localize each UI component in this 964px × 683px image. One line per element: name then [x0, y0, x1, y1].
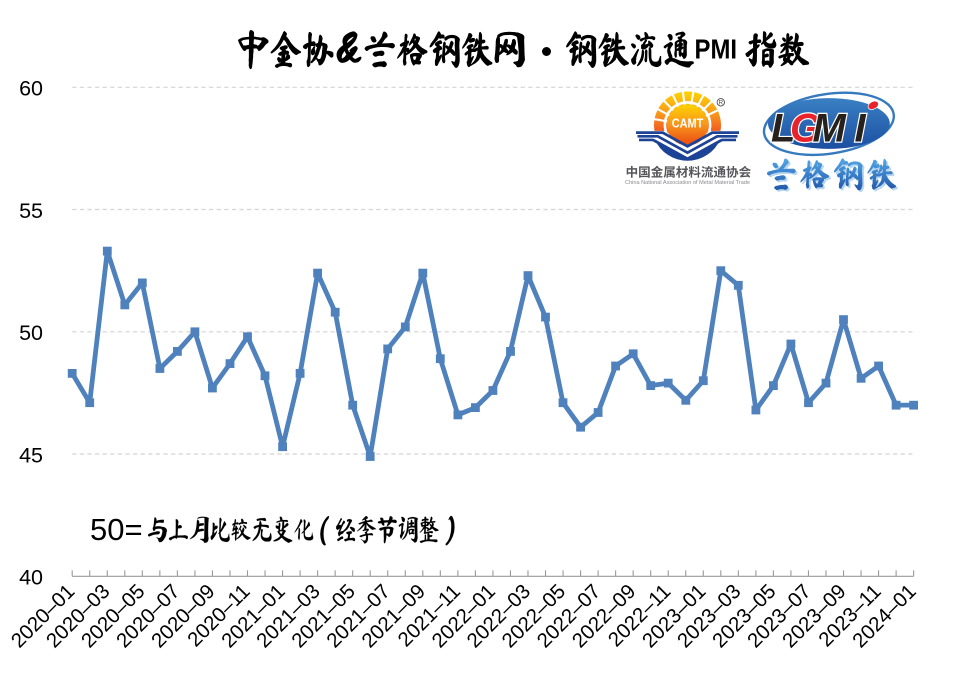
svg-text:M: M [813, 107, 848, 151]
svg-text:45: 45 [19, 443, 43, 467]
svg-text:PMI: PMI [695, 34, 738, 65]
svg-text:G: G [790, 107, 821, 151]
svg-text:50: 50 [19, 321, 43, 345]
svg-text:CAMT: CAMT [672, 116, 704, 131]
svg-text:40: 40 [19, 566, 43, 590]
svg-text:R: R [719, 100, 724, 107]
svg-text:L: L [771, 107, 795, 151]
svg-text:60: 60 [19, 77, 43, 101]
svg-text:50=: 50= [90, 512, 143, 547]
svg-text:I: I [855, 107, 867, 151]
svg-text:China National Association of: China National Association of Metal Mate… [625, 180, 751, 186]
svg-text:55: 55 [19, 199, 43, 223]
